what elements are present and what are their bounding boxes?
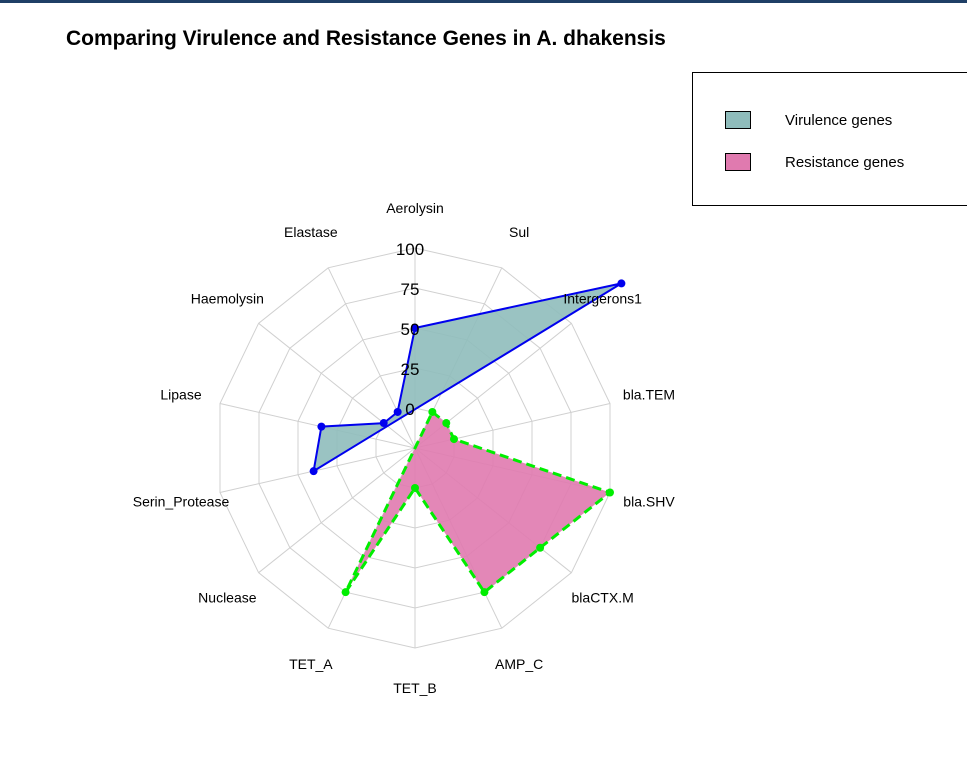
legend-swatch-virulence (725, 111, 751, 129)
virulence-point (379, 419, 388, 428)
radial-tick-label: 25 (401, 360, 420, 379)
axis-label: Nuclease (198, 590, 257, 606)
radial-tick-label: 100 (396, 240, 424, 259)
grid-spoke (258, 447, 416, 574)
axis-label: AMP_C (495, 656, 543, 672)
resistance-point (536, 543, 545, 552)
axis-label: Sul (509, 224, 529, 240)
radial-tick-label: 50 (401, 320, 420, 339)
top-border (0, 0, 967, 3)
resistance-point (411, 484, 419, 492)
resistance-point (428, 407, 437, 416)
axis-label: TET_B (393, 680, 437, 696)
axis-label: Serin_Protease (133, 493, 230, 509)
resistance-point (449, 435, 458, 444)
axis-label: Elastase (284, 224, 338, 240)
virulence-point (309, 467, 318, 476)
axis-label: TET_A (289, 656, 333, 672)
grid-spoke (327, 447, 416, 629)
radial-tick-label: 0 (405, 400, 414, 419)
axis-label: Aerolysin (386, 200, 444, 216)
resistance-area (345, 412, 610, 593)
legend-swatch-resistance (725, 153, 751, 171)
axis-label: Haemolysin (191, 290, 264, 306)
axis-label: blaCTX.M (572, 590, 634, 606)
virulence-point (411, 324, 419, 332)
virulence-point (393, 407, 402, 416)
legend-label-resistance: Resistance genes (785, 154, 905, 171)
axis-label: Intergerons1 (563, 290, 642, 306)
legend: Virulence genes Resistance genes (692, 72, 967, 206)
resistance-point (480, 588, 489, 597)
legend-label-virulence: Virulence genes (785, 112, 893, 129)
resistance-point (341, 588, 350, 597)
radial-tick-label: 75 (401, 280, 420, 299)
axis-label: bla.SHV (623, 493, 675, 509)
grid-spoke (219, 447, 416, 493)
chart-title: Comparing Virulence and Resistance Genes… (66, 27, 666, 50)
virulence-point (317, 422, 326, 431)
resistance-point (605, 488, 614, 497)
grid-spoke (219, 403, 416, 449)
virulence-point (617, 279, 626, 288)
axis-label: Lipase (160, 387, 201, 403)
axis-label: bla.TEM (623, 387, 675, 403)
grid-spoke (258, 322, 416, 449)
resistance-point (442, 419, 451, 428)
